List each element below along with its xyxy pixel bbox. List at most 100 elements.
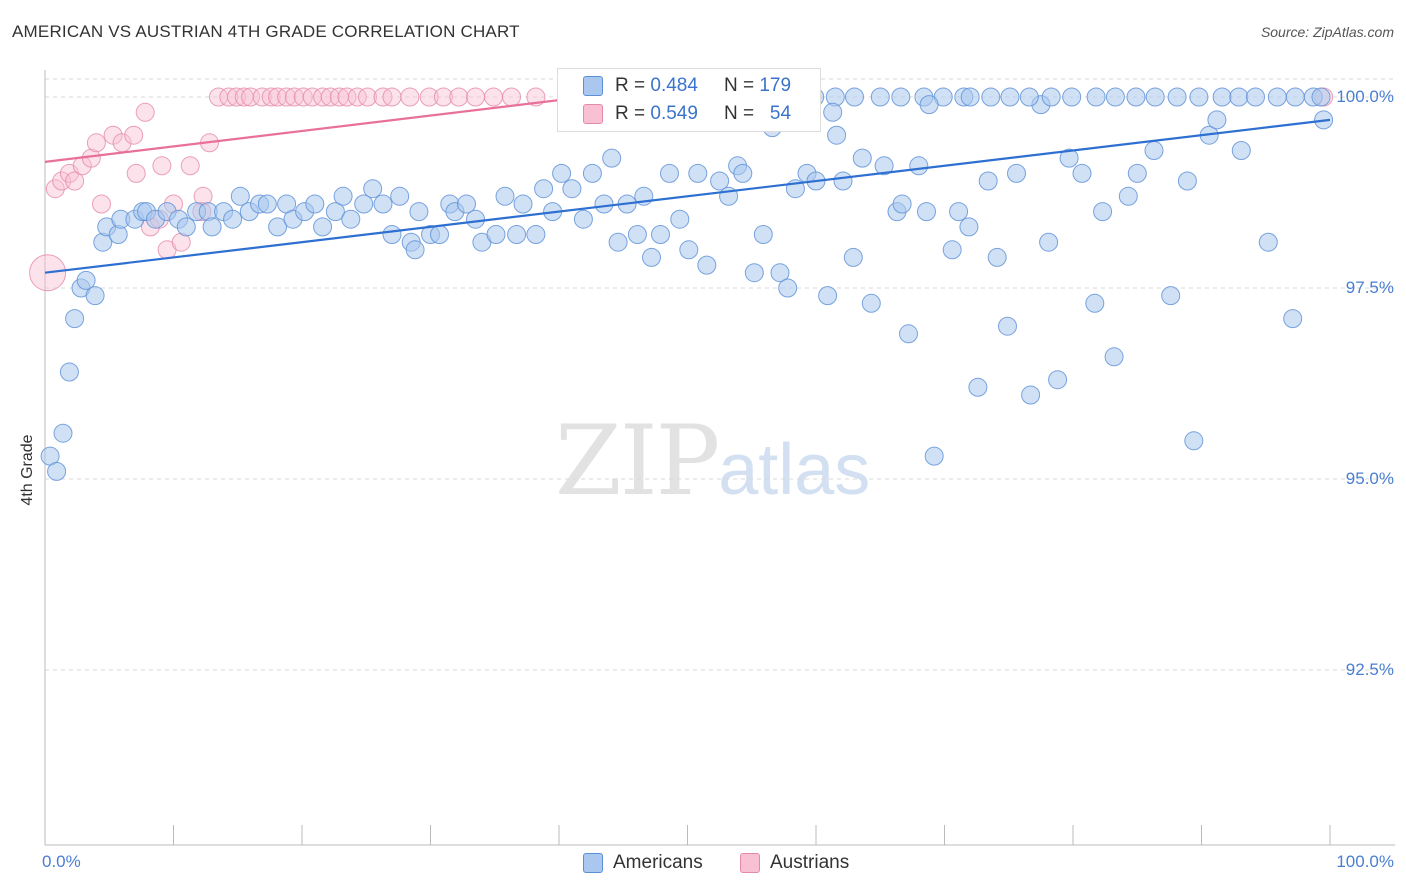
chart-source[interactable]: Source: ZipAtlas.com	[1260, 24, 1394, 40]
y-tick-label-100: 100.0%	[1336, 87, 1394, 106]
austrian-point	[466, 87, 485, 107]
american-point	[1085, 293, 1105, 313]
legend-item-austrians[interactable]: Austrians	[740, 852, 849, 874]
austrians-r-value: 0.549	[650, 103, 698, 124]
americans-n-label: N =	[723, 75, 755, 96]
american-point	[1177, 171, 1197, 191]
american-point	[305, 194, 325, 214]
american-point	[823, 102, 843, 122]
austrian-point	[449, 87, 469, 107]
american-point	[987, 247, 1007, 267]
american-point	[917, 202, 936, 222]
austrian-point	[241, 87, 261, 107]
y-tick-label-92-5: 92.5%	[1345, 660, 1394, 679]
austrian-point	[347, 87, 367, 107]
american-point	[998, 316, 1017, 336]
american-point	[602, 148, 622, 168]
american-point	[457, 194, 476, 214]
american-point	[582, 163, 602, 183]
american-point	[827, 125, 847, 145]
american-point	[679, 240, 699, 260]
american-point	[753, 225, 773, 244]
american-point	[1048, 370, 1068, 390]
american-point	[1184, 431, 1204, 451]
american-point	[642, 247, 661, 267]
american-point	[1041, 87, 1061, 107]
american-point	[354, 194, 374, 214]
austrian-point	[419, 87, 439, 107]
austrian-point	[433, 87, 453, 107]
watermark-zip: ZIP	[555, 405, 720, 517]
y-tick-label-95: 95.0%	[1345, 469, 1394, 488]
american-point	[495, 186, 515, 206]
american-point	[176, 217, 196, 237]
american-point	[562, 179, 582, 199]
american-point	[333, 186, 353, 206]
american-point	[390, 186, 410, 206]
american-point	[1007, 163, 1026, 183]
american-point	[874, 156, 894, 176]
american-point	[778, 278, 798, 298]
austrian-trend-line	[44, 95, 585, 163]
american-point	[1039, 232, 1059, 252]
x-tick-label-0: 0.0%	[42, 852, 81, 871]
austrian-point	[313, 87, 333, 107]
x-tick-label-100: 100.0%	[1336, 852, 1394, 871]
american-point	[627, 225, 647, 244]
american-point	[899, 324, 918, 344]
american-point	[1167, 87, 1187, 107]
american-point	[325, 202, 345, 222]
american-point	[960, 87, 980, 107]
american-point	[870, 87, 890, 107]
austrian-point	[277, 87, 297, 107]
american-point	[843, 247, 863, 267]
american-point	[53, 423, 73, 443]
austrian-point	[126, 163, 146, 183]
american-point	[594, 194, 614, 214]
austrian-point	[45, 179, 65, 199]
austrian-point	[124, 125, 144, 145]
american-point	[409, 202, 429, 222]
american-point	[552, 163, 572, 183]
american-point	[1267, 87, 1287, 107]
american-trend-line	[44, 118, 1331, 274]
legend-americans-label: Americans	[613, 852, 703, 873]
austrians-n-label: N =	[723, 103, 755, 124]
american-point	[1086, 87, 1106, 107]
american-point	[573, 209, 593, 229]
american-point	[65, 309, 85, 329]
legend-americans-swatch	[583, 853, 603, 873]
austrian-point	[400, 87, 420, 107]
american-point	[1127, 163, 1147, 183]
american-point	[978, 171, 998, 191]
austrian-point	[227, 87, 246, 107]
american-point	[1104, 347, 1124, 367]
american-point	[651, 225, 670, 244]
correlation-legend: R = 0.484 N = 179 R = 0.549 N = 54	[557, 68, 821, 132]
american-point	[845, 87, 864, 107]
american-point	[1059, 148, 1079, 168]
american-point	[959, 217, 979, 237]
austrian-point	[180, 156, 200, 176]
austrians-swatch	[583, 104, 603, 124]
american-point	[1118, 186, 1138, 206]
chart-title: AMERICAN VS AUSTRIAN 4TH GRADE CORRELATI…	[12, 22, 520, 41]
american-point	[942, 240, 962, 260]
american-point	[744, 263, 764, 283]
american-point	[909, 156, 929, 176]
american-point	[892, 194, 912, 214]
austrian-point	[92, 194, 111, 214]
legend-row-austrians: R = 0.549 N = 54	[558, 100, 791, 128]
austrian-point	[382, 87, 402, 107]
legend-austrians-swatch	[740, 853, 760, 873]
american-point	[507, 225, 527, 244]
american-point	[688, 163, 708, 183]
american-point	[861, 293, 881, 313]
american-point	[405, 240, 425, 260]
austrian-point	[152, 156, 172, 176]
american-point	[1161, 286, 1181, 306]
legend-item-americans[interactable]: Americans	[583, 852, 703, 874]
austrian-point	[65, 171, 85, 191]
american-point	[534, 179, 554, 199]
